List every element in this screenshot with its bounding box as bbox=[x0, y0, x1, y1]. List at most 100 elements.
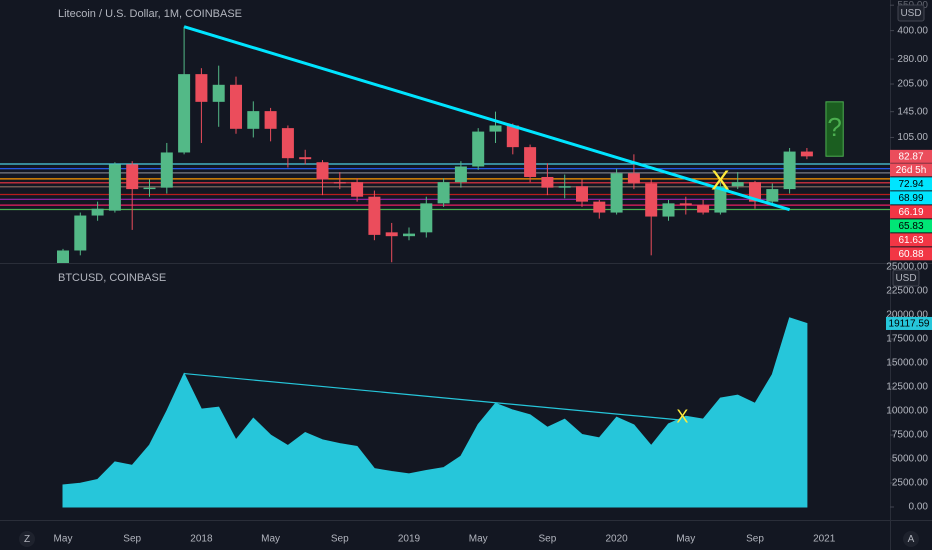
y-tick-label: 17500.00 bbox=[886, 334, 928, 345]
y-tick-label: 22500.00 bbox=[886, 286, 928, 297]
candle-body bbox=[281, 128, 294, 159]
price-box-label: 65.83 bbox=[898, 221, 923, 232]
candle-body bbox=[195, 74, 208, 102]
candle-body bbox=[108, 164, 121, 211]
candle-body bbox=[731, 182, 744, 187]
annotation-text: X bbox=[711, 165, 730, 196]
zoom-button[interactable] bbox=[19, 531, 35, 547]
candle-body bbox=[403, 233, 415, 237]
candle-body bbox=[351, 182, 364, 197]
candle-body bbox=[576, 186, 588, 202]
price-box bbox=[890, 177, 932, 191]
candle-body bbox=[333, 182, 346, 184]
price-box-label: 61.63 bbox=[898, 235, 923, 246]
y-tick-label: 20000.00 bbox=[886, 310, 928, 321]
candle-body bbox=[558, 186, 571, 188]
candle-body bbox=[472, 131, 485, 167]
price-box bbox=[890, 247, 932, 261]
axes: 550.00400.00280.00205.00145.00105.0082.8… bbox=[54, 0, 932, 545]
candle-body bbox=[627, 173, 640, 184]
candle-body bbox=[593, 201, 606, 213]
x-tick-label: Sep bbox=[746, 534, 764, 545]
candle-body bbox=[126, 164, 139, 190]
auto-scale-button[interactable] bbox=[903, 531, 919, 547]
btc-pane: X bbox=[62, 317, 808, 508]
price-box bbox=[890, 191, 932, 205]
candle-body bbox=[57, 250, 69, 263]
price-box bbox=[890, 149, 932, 163]
candle-body bbox=[316, 162, 329, 180]
candle-body bbox=[212, 84, 225, 102]
candle-body bbox=[160, 152, 173, 188]
price-box bbox=[890, 163, 932, 177]
currency-label[interactable]: USD bbox=[895, 273, 916, 284]
x-tick-label: 2021 bbox=[813, 534, 836, 545]
x-tick-label: Sep bbox=[123, 534, 141, 545]
candle-body bbox=[662, 203, 675, 217]
candle-body bbox=[437, 182, 450, 204]
candle-body bbox=[247, 111, 260, 129]
candle-body bbox=[714, 186, 727, 213]
x-tick-label: May bbox=[469, 534, 488, 545]
y-tick-label: 105.00 bbox=[897, 132, 928, 143]
candle-body bbox=[506, 125, 519, 148]
candle-body bbox=[524, 147, 537, 177]
x-tick-label: May bbox=[54, 534, 73, 545]
price-box bbox=[890, 233, 932, 247]
candle-body bbox=[679, 203, 692, 206]
candle-body bbox=[783, 151, 796, 190]
candle-body bbox=[143, 187, 156, 190]
price-box bbox=[886, 316, 932, 330]
currency-button[interactable] bbox=[897, 4, 925, 22]
price-box-label: 19117.59 bbox=[889, 319, 930, 330]
y-tick-label: 205.00 bbox=[897, 79, 928, 90]
candle-body bbox=[610, 173, 623, 213]
pane-title: BTCUSD, COINBASE bbox=[58, 272, 166, 284]
area bbox=[62, 317, 808, 508]
price-box-label: 82.87 bbox=[898, 151, 923, 162]
candle-body bbox=[420, 203, 433, 233]
x-tick-label: May bbox=[676, 534, 695, 545]
candle-body bbox=[489, 125, 502, 132]
x-tick-label: May bbox=[261, 534, 280, 545]
annotation-box bbox=[825, 101, 844, 157]
x-tick-label: Sep bbox=[539, 534, 557, 545]
candle-body bbox=[697, 205, 710, 213]
candle-body bbox=[541, 176, 554, 188]
candle-body bbox=[91, 208, 104, 216]
x-tick-label: 2020 bbox=[605, 534, 628, 545]
price-box-label: 72.94 bbox=[898, 179, 923, 190]
pane-title: Litecoin / U.S. Dollar, 1M, COINBASE bbox=[58, 8, 242, 20]
candle-body bbox=[645, 183, 658, 217]
candle-body bbox=[368, 196, 381, 235]
candle-body bbox=[299, 157, 312, 160]
price-box-label: 60.88 bbox=[898, 249, 923, 260]
y-tick-label: 0.00 bbox=[909, 502, 929, 513]
y-tick-label: 12500.00 bbox=[886, 382, 928, 393]
zoom-label[interactable]: Z bbox=[24, 534, 30, 545]
y-tick-label: 280.00 bbox=[897, 54, 928, 65]
candle-body bbox=[264, 111, 277, 129]
x-tick-label: 2018 bbox=[190, 534, 213, 545]
candle-body bbox=[178, 74, 191, 153]
candle-body bbox=[766, 189, 779, 202]
price-box-label: 26d 5h bbox=[896, 165, 927, 176]
price-box-label: 66.19 bbox=[898, 207, 923, 218]
y-tick-label: 2500.00 bbox=[892, 478, 929, 489]
y-tick-label: 145.00 bbox=[897, 106, 928, 117]
y-tick-label: 15000.00 bbox=[886, 358, 928, 369]
x-tick-label: 2019 bbox=[398, 534, 421, 545]
price-box bbox=[890, 219, 932, 233]
candle-body bbox=[385, 232, 398, 237]
currency-button[interactable] bbox=[892, 269, 920, 287]
y-tick-label: 10000.00 bbox=[886, 406, 928, 417]
trendline bbox=[183, 25, 791, 212]
auto-scale-label[interactable]: A bbox=[908, 534, 915, 545]
annotation-text: X bbox=[676, 406, 688, 426]
y-tick-label: 5000.00 bbox=[892, 454, 929, 465]
currency-label[interactable]: USD bbox=[900, 8, 921, 19]
trendline bbox=[184, 372, 681, 421]
candle-body bbox=[230, 84, 242, 129]
price-pane: ?X bbox=[0, 25, 890, 263]
